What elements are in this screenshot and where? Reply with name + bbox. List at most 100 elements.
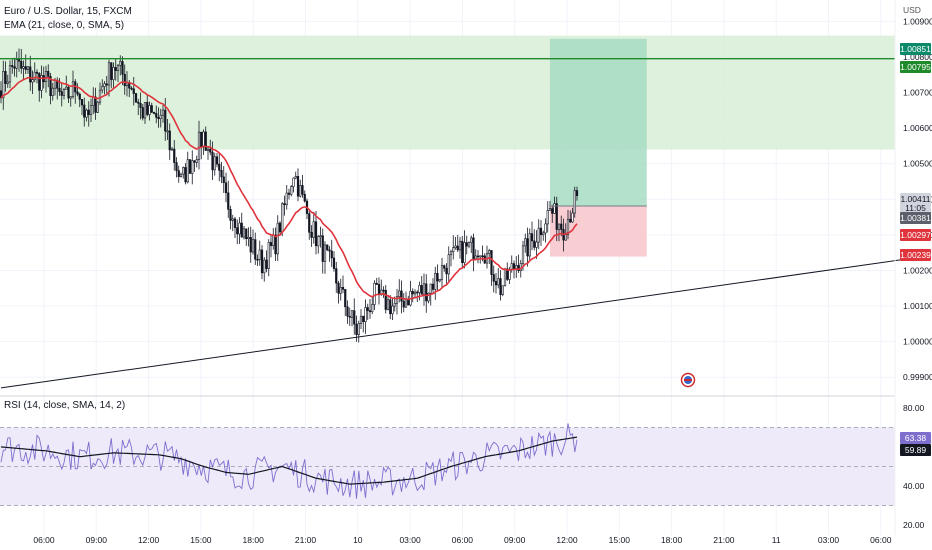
- candle-body: [150, 105, 153, 113]
- candle-body: [355, 323, 358, 335]
- candle-body: [15, 59, 18, 69]
- candle-body: [40, 75, 43, 91]
- candle-body: [323, 244, 327, 262]
- price-tick-label: 0.99900: [903, 372, 932, 382]
- time-tick-label: 03:00: [399, 535, 421, 545]
- candle-body: [274, 234, 277, 255]
- candle-body: [506, 268, 509, 280]
- price-tick-label: 1.00100: [903, 301, 932, 311]
- candle-body: [560, 223, 563, 230]
- price-tick-label: 1.00200: [903, 265, 932, 275]
- candle-body: [481, 255, 484, 258]
- time-tick-label: 12:00: [138, 535, 160, 545]
- price-tick-label: 1.00800: [903, 52, 932, 62]
- candle-body: [182, 167, 185, 175]
- candle-body: [285, 192, 288, 206]
- candle-body: [373, 282, 376, 305]
- price-tick-label: 1.00500: [903, 159, 932, 169]
- candle-body: [528, 233, 531, 257]
- candle-body: [78, 93, 81, 100]
- candle-body: [202, 131, 205, 148]
- candle-body: [132, 88, 135, 94]
- candle-body: [348, 315, 351, 318]
- candle-body: [310, 231, 313, 238]
- candle-body: [193, 160, 196, 163]
- candle-body: [209, 148, 212, 153]
- candle-body: [341, 287, 345, 290]
- candle-body: [242, 228, 246, 238]
- candle-body: [350, 310, 354, 318]
- candle-body: [569, 218, 572, 223]
- candle-body: [452, 247, 455, 253]
- candle-body: [116, 64, 120, 71]
- candle-body: [301, 185, 304, 195]
- candle-body: [395, 296, 399, 304]
- time-tick-label: 09:00: [86, 535, 108, 545]
- candle-body: [4, 71, 7, 84]
- candle-body: [215, 156, 219, 165]
- candle-body: [440, 265, 444, 280]
- time-tick-label: 12:00: [556, 535, 578, 545]
- candle-body: [213, 156, 216, 171]
- candle-body: [101, 86, 104, 91]
- candle-body: [168, 130, 171, 151]
- candle-body: [461, 240, 464, 264]
- candle-body: [425, 283, 428, 302]
- candle-body: [344, 289, 347, 308]
- candle-body: [281, 203, 284, 233]
- rsi-value-tag: 63.38: [900, 432, 931, 444]
- candle-body: [175, 162, 178, 171]
- candle-body: [47, 71, 50, 77]
- zones-layer: [0, 35, 895, 257]
- candle-body: [269, 242, 273, 246]
- candle-body: [238, 222, 241, 235]
- candle-body: [416, 291, 419, 294]
- candle-body: [364, 307, 367, 323]
- time-tick-label: 18:00: [243, 535, 265, 545]
- candle-body: [233, 218, 237, 228]
- candle-body: [161, 109, 165, 116]
- candle-body: [227, 192, 230, 210]
- candle-body: [427, 292, 430, 302]
- time-tick-label: 09:00: [504, 535, 526, 545]
- candle-body: [22, 66, 25, 69]
- candle-body: [294, 176, 297, 179]
- candle-body: [222, 176, 225, 184]
- candle-body: [110, 62, 113, 80]
- candle-body: [544, 223, 547, 234]
- candle-body: [488, 250, 491, 254]
- candle-body: [566, 218, 570, 236]
- candle-body: [87, 109, 90, 115]
- candle-body: [146, 102, 149, 115]
- candle-body: [438, 278, 441, 282]
- ema-price-tag: 1.00297: [900, 229, 931, 241]
- countdown-tag: 11:05: [900, 202, 931, 214]
- candle-body: [191, 160, 194, 174]
- candle-body: [382, 289, 385, 292]
- candle-body: [173, 148, 176, 163]
- symbol-title: Euro / U.S. Dollar, 15, FXCM: [4, 6, 132, 17]
- candle-body: [404, 299, 408, 308]
- candle-body: [121, 61, 124, 75]
- candle-body: [371, 304, 374, 313]
- candle-body: [105, 83, 108, 86]
- candle-body: [8, 65, 12, 83]
- candle-body: [249, 237, 252, 253]
- candle-body: [443, 265, 446, 269]
- candle-body: [402, 300, 405, 308]
- candle-body: [346, 306, 349, 317]
- candle-body: [290, 186, 293, 195]
- candle-body: [474, 255, 477, 260]
- candle-body: [186, 159, 189, 183]
- candle-body: [458, 240, 462, 251]
- candle-body: [60, 91, 63, 96]
- candle-body: [98, 89, 102, 103]
- overlays-layer: [0, 58, 902, 389]
- candle-body: [155, 113, 158, 118]
- candle-body: [195, 159, 198, 163]
- candle-body: [49, 76, 52, 96]
- candle-body: [375, 282, 378, 285]
- flag-icon[interactable]: [680, 372, 696, 388]
- candle-body: [265, 259, 268, 269]
